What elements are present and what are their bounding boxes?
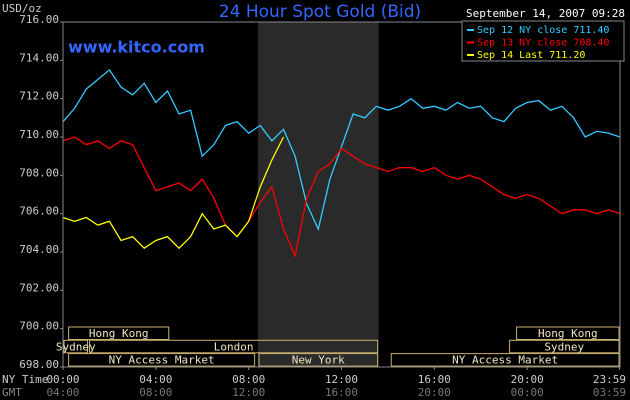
x2-tick-label: 03:59 (593, 386, 626, 399)
legend-label: Sep 14 Last 711.20 (477, 50, 585, 61)
chart-title: 24 Hour Spot Gold (Bid) (219, 2, 421, 22)
session-box (390, 353, 620, 367)
timestamp: September 14, 2007 09:28 (466, 7, 625, 20)
session-label: Hong Kong (89, 327, 149, 340)
y-tick-label: 702.00 (19, 281, 59, 294)
y-tick-label: 698.00 (19, 358, 59, 371)
x-row-label: NY Time (2, 373, 48, 386)
x2-row-label: GMT (2, 386, 22, 399)
series-line (62, 136, 285, 250)
x-tick-label: 04:00 (139, 373, 172, 386)
session-box (516, 326, 620, 340)
session-label: New York (292, 354, 345, 367)
y-unit: USD/oz (2, 2, 42, 15)
x2-tick-label: 20:00 (418, 386, 451, 399)
y-tick-label: 710.00 (19, 128, 59, 141)
x-tick-label: 20:00 (511, 373, 544, 386)
series-line (62, 136, 621, 258)
session-shade (257, 22, 379, 367)
series-line (62, 68, 621, 231)
y-tick-label: 700.00 (19, 320, 59, 333)
session-label: Sydney (544, 340, 584, 353)
y-tick-label: 716.00 (19, 13, 59, 26)
session-box (258, 353, 379, 367)
y-tick-label: 708.00 (19, 166, 59, 179)
session-label: London (214, 340, 254, 353)
x2-tick-label: 08:00 (139, 386, 172, 399)
session-box (89, 339, 379, 354)
session-label: NY Access Market (452, 354, 558, 367)
x2-tick-label: 16:00 (325, 386, 358, 399)
x-tick-label: 08:00 (232, 373, 265, 386)
x-tick-label: 12:00 (325, 373, 358, 386)
x-tick-label: 16:00 (418, 373, 451, 386)
x2-tick-label: 04:00 (46, 386, 79, 399)
session-label: NY Access Market (109, 354, 215, 367)
y-tick-label: 704.00 (19, 243, 59, 256)
x-tick-label: 23:59 (593, 373, 626, 386)
session-box (509, 339, 620, 354)
session-box (63, 339, 89, 354)
y-tick-label: 712.00 (19, 90, 59, 103)
plot-frame (62, 21, 621, 368)
session-label: Hong Kong (538, 327, 598, 340)
watermark: www.kitco.com (68, 38, 205, 57)
legend-box (461, 20, 625, 62)
y-tick-label: 706.00 (19, 205, 59, 218)
y-tick-label: 714.00 (19, 51, 59, 64)
x2-tick-label: 12:00 (232, 386, 265, 399)
legend-label: Sep 13 NY close 708.40 (477, 38, 609, 49)
session-label: Sydney (56, 340, 96, 353)
x2-tick-label: 00:00 (511, 386, 544, 399)
x-tick-label: 00:00 (46, 373, 79, 386)
session-box (68, 353, 256, 367)
legend-label: Sep 12 NY close 711.40 (477, 25, 609, 36)
session-box (68, 326, 170, 340)
